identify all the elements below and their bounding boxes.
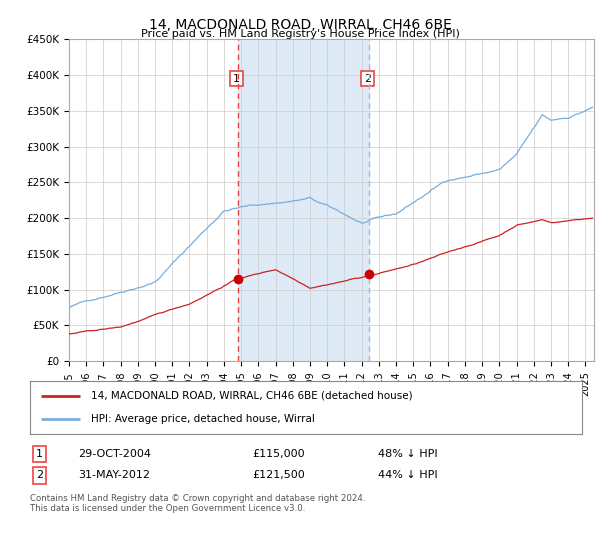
- Text: 29-OCT-2004: 29-OCT-2004: [78, 449, 151, 459]
- Text: HPI: Average price, detached house, Wirral: HPI: Average price, detached house, Wirr…: [91, 414, 314, 424]
- Text: £115,000: £115,000: [252, 449, 305, 459]
- Text: 48% ↓ HPI: 48% ↓ HPI: [378, 449, 437, 459]
- Text: £121,500: £121,500: [252, 470, 305, 480]
- Text: 44% ↓ HPI: 44% ↓ HPI: [378, 470, 437, 480]
- Text: 31-MAY-2012: 31-MAY-2012: [78, 470, 150, 480]
- Bar: [238, 39, 369, 361]
- Text: 1: 1: [36, 449, 43, 459]
- Text: 14, MACDONALD ROAD, WIRRAL, CH46 6BE: 14, MACDONALD ROAD, WIRRAL, CH46 6BE: [149, 18, 451, 32]
- Text: 2: 2: [364, 73, 371, 83]
- Text: 2: 2: [36, 470, 43, 480]
- Text: 1: 1: [233, 73, 240, 83]
- Text: Contains HM Land Registry data © Crown copyright and database right 2024.
This d: Contains HM Land Registry data © Crown c…: [30, 494, 365, 514]
- Text: 14, MACDONALD ROAD, WIRRAL, CH46 6BE (detached house): 14, MACDONALD ROAD, WIRRAL, CH46 6BE (de…: [91, 391, 412, 401]
- Text: Price paid vs. HM Land Registry's House Price Index (HPI): Price paid vs. HM Land Registry's House …: [140, 29, 460, 39]
